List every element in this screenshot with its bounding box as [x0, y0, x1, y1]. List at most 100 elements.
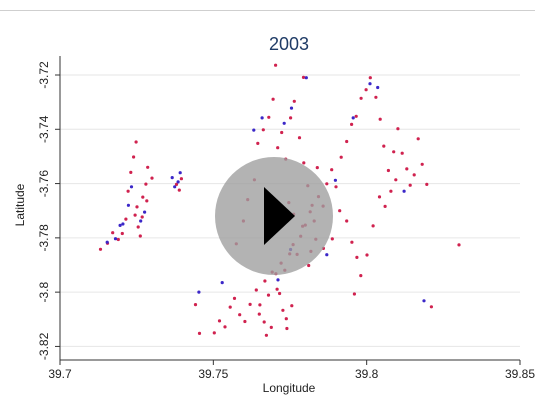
data-point	[140, 215, 144, 219]
data-point	[396, 127, 400, 131]
data-point	[365, 253, 369, 257]
data-point	[376, 85, 380, 90]
data-point	[352, 292, 356, 296]
data-point	[238, 313, 242, 317]
data-point	[105, 240, 109, 244]
data-point	[223, 325, 227, 329]
data-point	[179, 177, 183, 181]
data-point	[258, 303, 262, 307]
data-point	[359, 96, 363, 100]
data-point	[364, 88, 368, 92]
data-point	[274, 63, 278, 67]
data-point	[134, 140, 138, 144]
data-point	[416, 137, 420, 141]
data-point	[351, 116, 355, 120]
data-point	[429, 305, 433, 309]
data-point	[143, 210, 147, 214]
data-point	[289, 116, 293, 120]
data-point	[374, 95, 378, 99]
data-point	[330, 237, 334, 241]
data-point	[307, 263, 311, 268]
data-point	[261, 128, 265, 132]
data-point	[111, 231, 115, 235]
x-tick-label: 39.85	[505, 367, 535, 381]
data-point	[197, 290, 201, 294]
data-point	[256, 141, 260, 145]
data-point	[382, 144, 386, 148]
data-point	[133, 213, 137, 217]
data-point	[121, 222, 125, 226]
data-point	[124, 217, 128, 221]
data-point	[136, 225, 140, 229]
data-point	[264, 333, 268, 337]
y-tick-label: -3.74	[37, 115, 51, 143]
data-point	[325, 182, 329, 186]
data-point	[304, 76, 308, 80]
data-point	[392, 150, 396, 154]
data-point	[132, 155, 136, 159]
grid-lines	[60, 74, 520, 347]
data-point	[193, 303, 198, 307]
y-tick-label: -3.8	[37, 281, 51, 302]
data-point	[378, 117, 382, 121]
data-point	[339, 155, 343, 159]
video-play-button[interactable]	[215, 157, 333, 275]
data-point	[345, 139, 349, 144]
data-point	[354, 114, 358, 118]
data-point	[333, 178, 337, 182]
data-point	[254, 288, 258, 292]
y-axis-label: Latitude	[13, 183, 27, 226]
data-point	[138, 234, 142, 238]
data-point	[98, 247, 103, 251]
y-tick-label: -3.72	[37, 61, 51, 89]
x-tick-label: 39.8	[355, 367, 379, 381]
data-point	[228, 305, 232, 309]
data-point	[297, 136, 302, 140]
data-point	[248, 302, 252, 306]
data-point	[217, 319, 222, 323]
data-point	[146, 165, 150, 169]
data-point	[129, 185, 134, 189]
data-point	[359, 274, 363, 278]
data-point	[263, 279, 267, 283]
data-point	[420, 162, 424, 166]
top-divider	[0, 10, 535, 11]
data-point	[280, 130, 284, 135]
data-point	[350, 240, 354, 244]
data-point	[338, 209, 342, 213]
data-point	[345, 219, 349, 223]
data-point	[402, 189, 406, 193]
data-point	[368, 76, 372, 80]
data-point	[266, 293, 271, 297]
data-point	[412, 173, 416, 177]
data-point	[141, 195, 145, 199]
axes: -3.72 -3.74 -3.76 -3.78 -3.8 -3.82 39.7 39.75 39…	[37, 56, 535, 381]
data-point	[178, 171, 182, 175]
data-point	[389, 189, 393, 193]
data-point	[284, 317, 288, 321]
data-point	[126, 203, 130, 207]
data-point	[289, 106, 294, 110]
data-point	[170, 176, 174, 180]
data-point	[405, 167, 409, 171]
data-point	[302, 161, 306, 165]
y-tick-label: -3.76	[37, 170, 51, 198]
data-point	[262, 320, 266, 324]
data-point	[220, 281, 224, 285]
data-point	[368, 82, 372, 86]
play-icon[interactable]	[264, 187, 295, 245]
data-point	[212, 331, 216, 335]
x-tick-label: 39.75	[198, 367, 228, 381]
data-point	[422, 299, 426, 303]
data-point	[260, 116, 264, 120]
data-point	[271, 97, 275, 101]
data-point	[145, 199, 149, 203]
data-point	[408, 183, 412, 187]
chart-title: 2003	[269, 34, 309, 54]
data-point	[457, 243, 461, 247]
data-point	[113, 237, 118, 241]
data-point	[290, 304, 294, 308]
data-point	[386, 168, 390, 173]
data-point	[120, 231, 124, 236]
